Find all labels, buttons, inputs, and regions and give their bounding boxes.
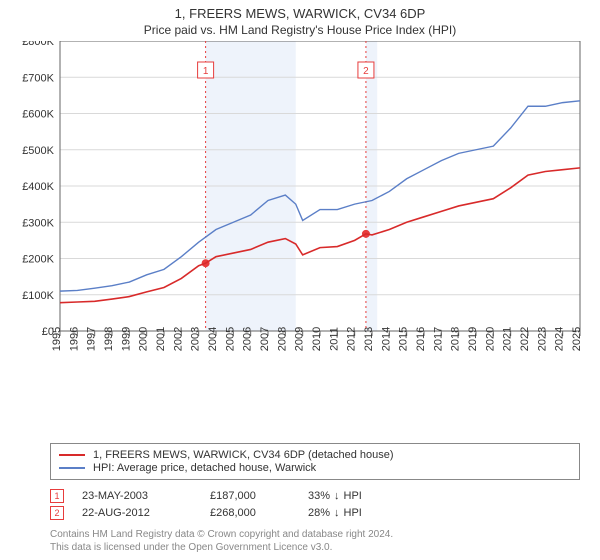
svg-text:1: 1 xyxy=(203,66,209,77)
sale-date-1: 22-AUG-2012 xyxy=(82,507,192,519)
sales-block: 1 23-MAY-2003 £187,000 33% ↓ HPI 2 22-AU… xyxy=(50,486,580,523)
svg-text:£200K: £200K xyxy=(22,254,54,266)
svg-text:£500K: £500K xyxy=(22,145,54,157)
title-line1: 1, FREERS MEWS, WARWICK, CV34 6DP xyxy=(0,6,600,21)
title-line2: Price paid vs. HM Land Registry's House … xyxy=(0,23,600,37)
svg-text:£300K: £300K xyxy=(22,217,54,229)
svg-text:2019: 2019 xyxy=(467,327,479,351)
svg-text:2005: 2005 xyxy=(224,327,236,351)
svg-text:2021: 2021 xyxy=(502,327,514,351)
down-arrow-icon: ↓ xyxy=(334,490,340,502)
svg-text:2001: 2001 xyxy=(155,327,167,351)
footer-line2: This data is licensed under the Open Gov… xyxy=(50,542,580,555)
svg-text:2014: 2014 xyxy=(380,327,392,351)
svg-text:2002: 2002 xyxy=(172,327,184,351)
svg-text:2009: 2009 xyxy=(294,327,306,351)
sale-price-0: £187,000 xyxy=(210,490,290,502)
svg-text:1997: 1997 xyxy=(86,327,98,351)
svg-text:2020: 2020 xyxy=(484,327,496,351)
legend-label-0: 1, FREERS MEWS, WARWICK, CV34 6DP (detac… xyxy=(93,449,394,461)
svg-text:£800K: £800K xyxy=(22,41,54,48)
sale-date-0: 23-MAY-2003 xyxy=(82,490,192,502)
svg-text:1999: 1999 xyxy=(120,327,132,351)
svg-text:2017: 2017 xyxy=(432,327,444,351)
footer-line1: Contains HM Land Registry data © Crown c… xyxy=(50,529,580,542)
svg-text:2025: 2025 xyxy=(571,327,583,351)
svg-text:2018: 2018 xyxy=(450,327,462,351)
svg-text:2016: 2016 xyxy=(415,327,427,351)
legend-swatch-1 xyxy=(59,467,85,469)
svg-text:£700K: £700K xyxy=(22,72,54,84)
svg-text:1998: 1998 xyxy=(103,327,115,351)
sale-delta-1: 28% ↓ HPI xyxy=(308,507,362,519)
svg-text:2015: 2015 xyxy=(398,327,410,351)
svg-text:2006: 2006 xyxy=(242,327,254,351)
line-chart-svg: £0£100K£200K£300K£400K£500K£600K£700K£80… xyxy=(10,41,590,373)
svg-text:2013: 2013 xyxy=(363,327,375,351)
sale-marker-0: 1 xyxy=(50,489,64,503)
svg-text:1995: 1995 xyxy=(51,327,63,351)
svg-text:2004: 2004 xyxy=(207,327,219,351)
legend-label-1: HPI: Average price, detached house, Warw… xyxy=(93,462,316,474)
svg-text:2024: 2024 xyxy=(554,327,566,351)
sale-marker-1: 2 xyxy=(50,506,64,520)
svg-text:2011: 2011 xyxy=(328,327,340,351)
svg-text:2023: 2023 xyxy=(536,327,548,351)
down-arrow-icon: ↓ xyxy=(334,507,340,519)
legend-item-1: HPI: Average price, detached house, Warw… xyxy=(59,462,571,474)
sale-delta-0: 33% ↓ HPI xyxy=(308,490,362,502)
svg-text:£600K: £600K xyxy=(22,109,54,121)
svg-text:2: 2 xyxy=(363,66,369,77)
legend-swatch-0 xyxy=(59,454,85,456)
svg-text:2007: 2007 xyxy=(259,327,271,351)
svg-text:1996: 1996 xyxy=(68,327,80,351)
svg-text:2008: 2008 xyxy=(276,327,288,351)
svg-text:2012: 2012 xyxy=(346,327,358,351)
legend-item-0: 1, FREERS MEWS, WARWICK, CV34 6DP (detac… xyxy=(59,449,571,461)
sale-row-1: 2 22-AUG-2012 £268,000 28% ↓ HPI xyxy=(50,506,580,520)
footer: Contains HM Land Registry data © Crown c… xyxy=(50,529,580,554)
svg-text:2003: 2003 xyxy=(190,327,202,351)
title-block: 1, FREERS MEWS, WARWICK, CV34 6DP Price … xyxy=(0,0,600,41)
sale-row-0: 1 23-MAY-2003 £187,000 33% ↓ HPI xyxy=(50,489,580,503)
svg-text:2000: 2000 xyxy=(138,327,150,351)
legend: 1, FREERS MEWS, WARWICK, CV34 6DP (detac… xyxy=(50,443,580,480)
svg-text:2010: 2010 xyxy=(311,327,323,351)
chart-area: £0£100K£200K£300K£400K£500K£600K£700K£80… xyxy=(10,41,590,439)
chart-container: 1, FREERS MEWS, WARWICK, CV34 6DP Price … xyxy=(0,0,600,560)
sale-price-1: £268,000 xyxy=(210,507,290,519)
svg-text:2022: 2022 xyxy=(519,327,531,351)
svg-text:£100K: £100K xyxy=(22,290,54,302)
svg-text:£400K: £400K xyxy=(22,181,54,193)
